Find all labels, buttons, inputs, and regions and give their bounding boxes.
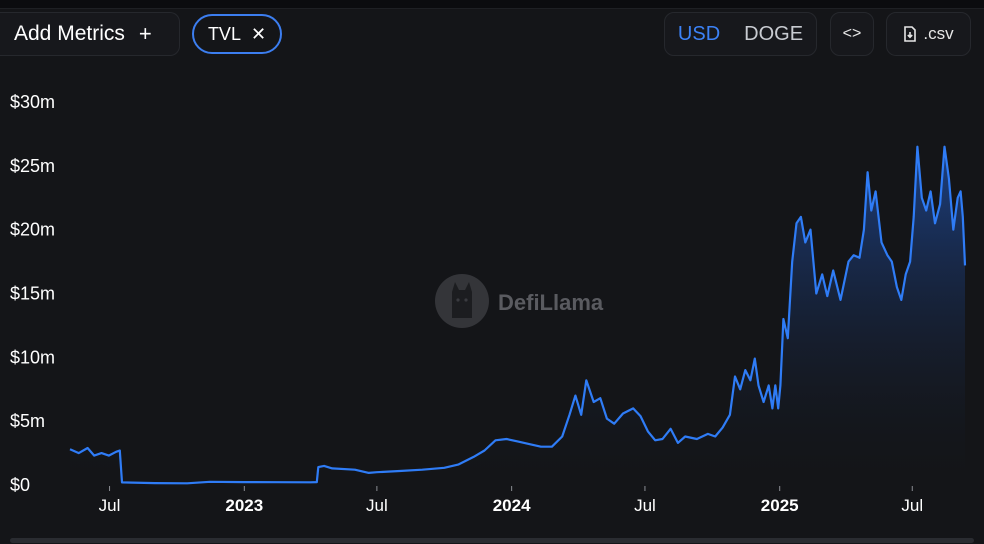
tvl-chip-label: TVL: [207, 23, 241, 44]
file-download-icon: [904, 26, 917, 42]
currency-usd-option[interactable]: USD: [677, 22, 721, 45]
add-metrics-button[interactable]: Add Metrics +: [0, 12, 180, 56]
currency-doge-option[interactable]: DOGE: [744, 22, 804, 45]
y-tick-label: $15m: [10, 284, 55, 304]
add-metrics-label: Add Metrics: [14, 22, 125, 45]
code-icon: <>: [842, 25, 862, 42]
x-axis: Jul 2023 Jul 2024 Jul 2025 Jul: [99, 486, 923, 515]
tvl-metric-chip[interactable]: TVL ✕: [192, 14, 282, 54]
x-tick-label: Jul: [634, 496, 656, 515]
close-icon[interactable]: ✕: [250, 23, 267, 44]
watermark: DefiLlama: [435, 274, 604, 328]
y-axis: $0 $5m $10m $15m $20m $25m $30m: [10, 92, 55, 495]
x-tick-label: Jul: [901, 496, 923, 515]
x-tick-label: Jul: [366, 496, 388, 515]
x-tick-label: Jul: [99, 496, 121, 515]
embed-button[interactable]: <>: [830, 12, 874, 56]
x-tick-label: 2024: [493, 496, 531, 515]
x-tick-label: 2025: [761, 496, 799, 515]
watermark-text: DefiLlama: [498, 290, 604, 315]
y-tick-label: $10m: [10, 347, 55, 367]
chart-toolbar: Add Metrics + TVL ✕ USD DOGE <> .csv: [0, 12, 984, 58]
download-csv-button[interactable]: .csv: [886, 12, 971, 56]
plot-area: [69, 145, 967, 485]
currency-toggle: USD DOGE: [664, 12, 817, 56]
tvl-area-fill: [70, 146, 965, 485]
tvl-series-line: [69, 145, 967, 485]
csv-label: .csv: [923, 24, 954, 43]
y-tick-label: $25m: [10, 156, 55, 176]
y-tick-label: $0: [10, 475, 30, 495]
llama-logo-icon: [435, 274, 489, 328]
chart-range-scrollbar[interactable]: [10, 538, 974, 543]
plus-icon: +: [138, 21, 152, 46]
y-tick-label: $20m: [10, 220, 55, 240]
y-tick-label: $5m: [10, 411, 45, 431]
x-tick-label: 2023: [225, 496, 263, 515]
y-tick-label: $30m: [10, 92, 55, 112]
